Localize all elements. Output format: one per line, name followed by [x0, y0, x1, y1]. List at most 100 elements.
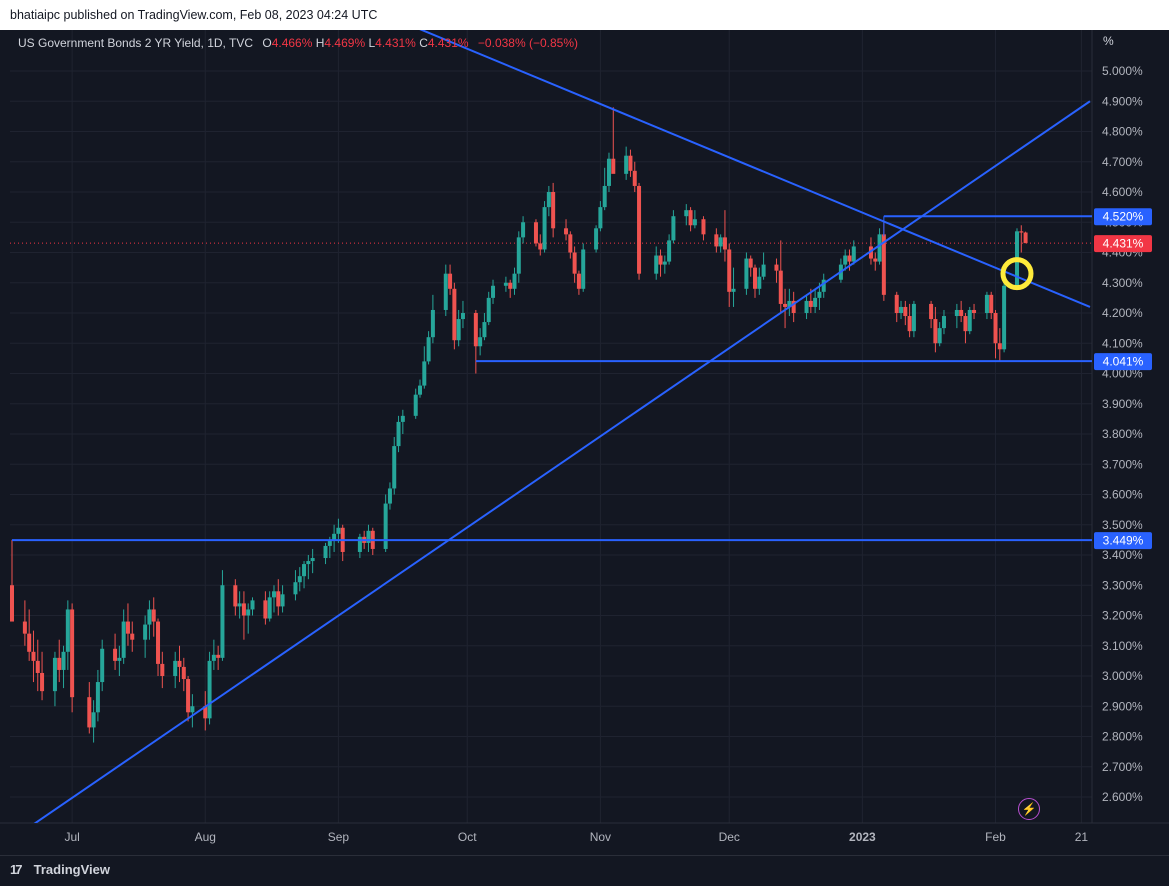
candle-body[interactable] — [778, 270, 783, 304]
candle-body[interactable] — [847, 255, 852, 262]
candle-body[interactable] — [692, 219, 697, 226]
candle-body[interactable] — [658, 255, 663, 265]
candle-body[interactable] — [688, 210, 693, 226]
candle-body[interactable] — [186, 679, 191, 713]
candle-body[interactable] — [572, 252, 577, 274]
candle-body[interactable] — [216, 654, 221, 658]
candle-body[interactable] — [40, 672, 45, 692]
candle-body[interactable] — [959, 309, 964, 317]
candle-body[interactable] — [147, 609, 152, 625]
candle-body[interactable] — [731, 288, 736, 292]
candle-body[interactable] — [538, 243, 543, 250]
candle-body[interactable] — [963, 316, 968, 332]
candle-body[interactable] — [293, 582, 298, 595]
candle-body[interactable] — [997, 343, 1002, 350]
candle-body[interactable] — [989, 294, 994, 313]
candle-body[interactable] — [774, 264, 779, 271]
candle-body[interactable] — [263, 600, 268, 619]
chart-pane[interactable]: 5.000%4.900%4.800%4.700%4.600%4.500%4.40… — [0, 30, 1169, 855]
candle-body[interactable] — [757, 276, 762, 289]
candle-body[interactable] — [701, 219, 706, 235]
candle-body[interactable] — [748, 258, 753, 268]
candle-body[interactable] — [684, 210, 689, 217]
candle-body[interactable] — [804, 300, 809, 313]
candle-body[interactable] — [22, 621, 27, 634]
candle-body[interactable] — [851, 246, 856, 262]
candle-body[interactable] — [413, 394, 418, 416]
candle-body[interactable] — [808, 300, 813, 307]
candle-body[interactable] — [52, 657, 57, 692]
price-chart[interactable]: 5.000%4.900%4.800%4.700%4.600%4.500%4.40… — [0, 30, 1169, 855]
candle-body[interactable] — [57, 657, 62, 670]
candle-body[interactable] — [396, 421, 401, 447]
candle-body[interactable] — [190, 706, 195, 713]
candle-body[interactable] — [151, 609, 156, 622]
candle-body[interactable] — [744, 258, 749, 289]
candle-body[interactable] — [400, 415, 405, 422]
candle-body[interactable] — [542, 207, 547, 250]
candle-body[interactable] — [250, 600, 255, 610]
candle-body[interactable] — [727, 249, 732, 292]
candle-body[interactable] — [722, 237, 727, 250]
candle-body[interactable] — [430, 309, 435, 338]
candle-body[interactable] — [10, 585, 14, 622]
candle-body[interactable] — [1002, 285, 1007, 350]
candle-body[interactable] — [984, 294, 989, 313]
candle-body[interactable] — [551, 192, 556, 229]
candle-body[interactable] — [903, 306, 908, 317]
candle-body[interactable] — [220, 585, 225, 658]
candle-body[interactable] — [65, 609, 70, 652]
candle-body[interactable] — [422, 361, 427, 386]
candle-body[interactable] — [933, 319, 938, 344]
candle-body[interactable] — [121, 621, 126, 658]
candle-body[interactable] — [1023, 232, 1028, 244]
candle-body[interactable] — [598, 207, 603, 229]
candle-body[interactable] — [568, 234, 573, 253]
candle-body[interactable] — [873, 258, 878, 262]
candle-body[interactable] — [972, 309, 977, 313]
candle-body[interactable] — [211, 654, 216, 661]
candle-body[interactable] — [718, 237, 723, 247]
candle-body[interactable] — [967, 309, 972, 332]
highlight-circle[interactable] — [1000, 257, 1034, 291]
candle-body[interactable] — [662, 261, 667, 265]
candle-body[interactable] — [203, 706, 208, 719]
candle-body[interactable] — [130, 633, 135, 640]
candle-body[interactable] — [452, 288, 457, 341]
candle-body[interactable] — [787, 300, 792, 307]
candle-body[interactable] — [594, 228, 599, 250]
candle-body[interactable] — [521, 222, 526, 238]
candle-body[interactable] — [117, 657, 122, 661]
candle-body[interactable] — [173, 660, 178, 676]
candle-body[interactable] — [113, 648, 118, 661]
candle-body[interactable] — [237, 603, 242, 607]
candle-body[interactable] — [310, 558, 315, 562]
candle-body[interactable] — [27, 633, 32, 652]
trendline[interactable] — [29, 100, 1091, 827]
candle-body[interactable] — [667, 240, 672, 262]
candle-body[interactable] — [327, 539, 332, 546]
candle-body[interactable] — [70, 609, 75, 698]
candle-body[interactable] — [546, 192, 551, 208]
candle-body[interactable] — [954, 309, 959, 317]
candle-body[interactable] — [31, 651, 36, 661]
candle-body[interactable] — [460, 313, 465, 320]
candle-body[interactable] — [91, 712, 96, 728]
candle-body[interactable] — [426, 337, 431, 362]
candle-body[interactable] — [714, 234, 719, 247]
candle-body[interactable] — [181, 666, 186, 680]
candle-body[interactable] — [606, 158, 611, 186]
candle-body[interactable] — [564, 228, 569, 235]
candle-body[interactable] — [654, 255, 659, 274]
candle-body[interactable] — [160, 663, 165, 676]
candle-body[interactable] — [911, 303, 916, 332]
candle-body[interactable] — [87, 697, 92, 728]
candle-body[interactable] — [881, 234, 886, 295]
candle-body[interactable] — [241, 603, 246, 616]
candle-body[interactable] — [632, 170, 637, 186]
candle-body[interactable] — [297, 576, 302, 583]
candle-body[interactable] — [791, 300, 796, 313]
candle-body[interactable] — [576, 273, 581, 289]
candle-body[interactable] — [611, 158, 616, 174]
candle-body[interactable] — [602, 185, 607, 208]
